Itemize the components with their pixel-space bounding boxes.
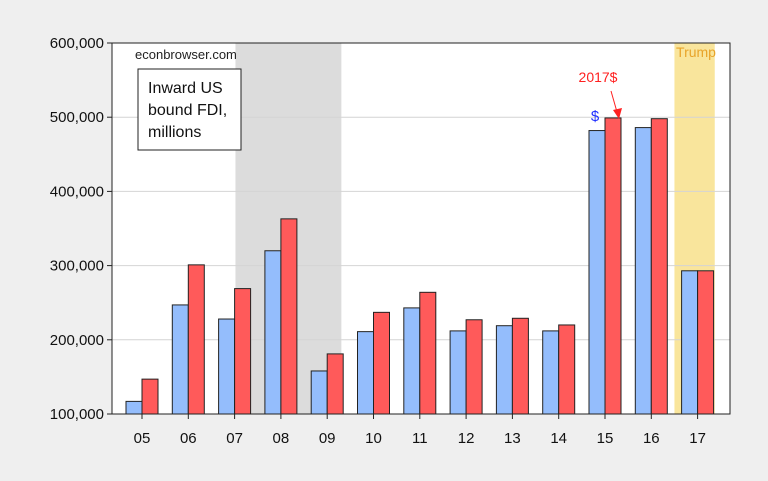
- real-bar-11: [419, 291, 437, 415]
- legend-line-1: Inward US: [148, 80, 223, 97]
- real-bar-08: [280, 218, 298, 415]
- x-tick-label: 06: [180, 430, 197, 447]
- x-tick-label: 14: [550, 430, 567, 447]
- real-bar-14: [558, 324, 576, 415]
- nominal-bar-09: [310, 370, 328, 415]
- nominal-bar-13: [495, 325, 513, 415]
- x-tick-label: 08: [273, 430, 290, 447]
- y-tick-label: 500,000: [50, 109, 104, 126]
- real-bar-16: [650, 118, 668, 415]
- nominal-bar-08: [264, 250, 282, 415]
- y-tick-label: 600,000: [50, 35, 104, 52]
- x-tick-label: 17: [689, 430, 706, 447]
- nominal-bar-12: [449, 330, 467, 415]
- annotation-nominal-dollars: $: [591, 108, 600, 125]
- real-bar-13: [511, 317, 529, 415]
- x-tick-label: 12: [458, 430, 475, 447]
- x-tick-label: 07: [226, 430, 243, 447]
- nominal-bar-11: [403, 307, 421, 415]
- x-tick-label: 13: [504, 430, 521, 447]
- trump-label: Trump: [676, 44, 716, 60]
- plot-frame: [111, 42, 731, 415]
- real-bar-17: [697, 270, 715, 415]
- x-tick-label: 16: [643, 430, 660, 447]
- nominal-bar-07: [218, 318, 236, 415]
- nominal-bar-17: [681, 270, 699, 415]
- nominal-bar-15: [588, 130, 606, 415]
- real-bar-09: [326, 353, 344, 415]
- x-tick-label: 11: [412, 430, 428, 447]
- nominal-bar-14: [542, 330, 560, 415]
- y-tick-label: 100,000: [50, 406, 104, 423]
- nominal-bar-10: [357, 331, 374, 415]
- x-tick-label: 09: [319, 430, 336, 447]
- real-bar-10: [373, 311, 390, 415]
- annotation-arrow-line: [610, 90, 618, 113]
- x-tick-label: 10: [365, 430, 382, 447]
- nominal-bar-16: [634, 127, 652, 415]
- y-tick-label: 300,000: [50, 258, 104, 275]
- real-bar-07: [234, 288, 252, 415]
- real-bar-06: [187, 264, 205, 415]
- real-bar-12: [465, 319, 483, 415]
- x-tick-label: 15: [597, 430, 614, 447]
- real-bar-05: [141, 378, 159, 415]
- nominal-bar-06: [171, 304, 189, 415]
- annotation-2017-dollars: 2017$: [579, 69, 618, 85]
- nominal-bar-05: [125, 400, 143, 415]
- legend-line-2: bound FDI,: [148, 102, 227, 119]
- real-bar-15: [604, 117, 622, 415]
- annotation-arrowhead: [613, 108, 622, 119]
- y-tick-label: 400,000: [50, 183, 104, 200]
- legend-line-3: millions: [148, 124, 201, 141]
- x-tick-label: 05: [134, 430, 151, 447]
- legend-box: [137, 68, 242, 151]
- y-tick-label: 200,000: [50, 332, 104, 349]
- watermark: econbrowser.com: [135, 47, 237, 62]
